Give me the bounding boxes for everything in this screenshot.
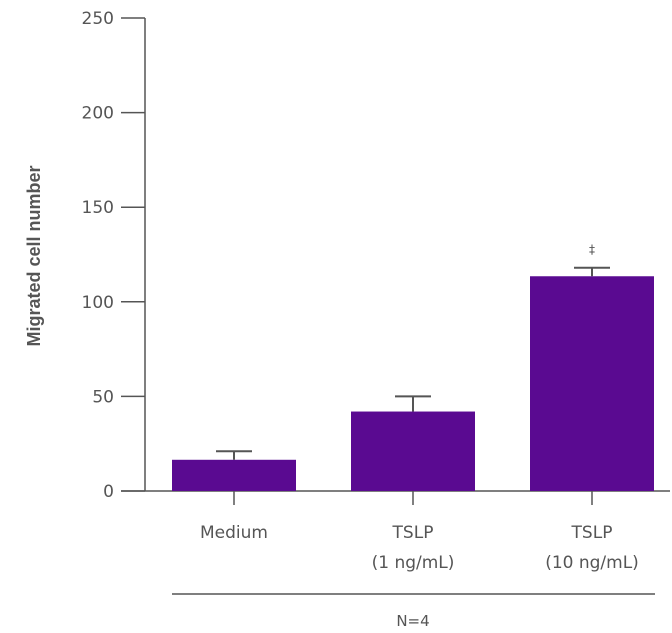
y-axis: 0 50 100 150 200 250 xyxy=(82,9,146,502)
y-tick-label: 200 xyxy=(82,104,114,124)
y-tick-label: 50 xyxy=(92,387,114,407)
y-tick-label: 0 xyxy=(103,482,114,502)
bar xyxy=(351,411,475,491)
bar xyxy=(172,459,296,491)
x-tick-label: Medium xyxy=(200,523,268,543)
y-axis-label: Migrated cell number xyxy=(24,165,44,346)
y-tick-label: 150 xyxy=(82,198,114,218)
x-tick-label: TSLP (1 ng/mL) xyxy=(372,523,455,573)
group-label: N=4 xyxy=(396,612,429,630)
y-tick-label: 250 xyxy=(82,9,114,29)
bar xyxy=(530,276,654,491)
bars: ‡ xyxy=(172,243,654,491)
x-tick-label: TSLP (10 ng/mL) xyxy=(545,523,639,573)
x-axis: Medium TSLP (1 ng/mL) TSLP (10 ng/mL) xyxy=(121,490,670,573)
significance-marker: ‡ xyxy=(589,243,595,257)
y-tick-label: 100 xyxy=(82,293,114,313)
